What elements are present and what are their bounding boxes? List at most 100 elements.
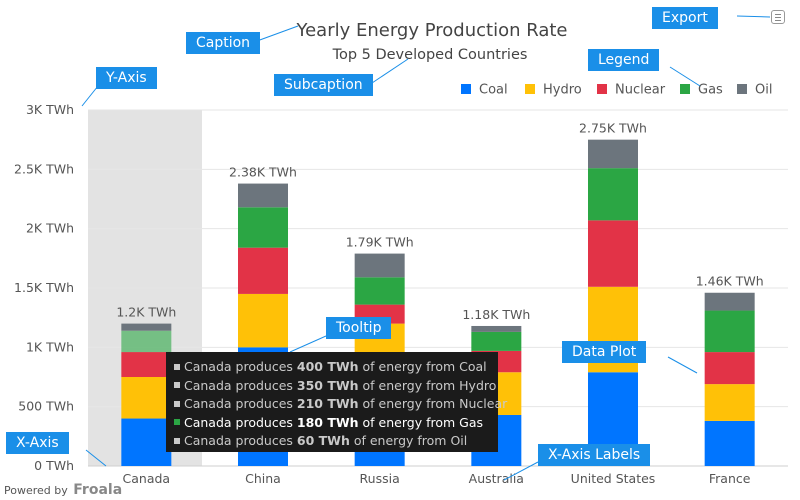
bar-segment[interactable] (121, 352, 172, 377)
bar-segment[interactable] (471, 325, 522, 332)
tooltip-marker (174, 419, 180, 426)
tooltip-value: 350 TWh (296, 377, 359, 393)
legend-swatch (461, 84, 471, 94)
callout-tooltip: Tooltip (326, 317, 392, 339)
total-value-label: 2.38K TWh (229, 165, 297, 180)
tooltip-value: 400 TWh (296, 359, 359, 374)
x-axis-labels-connector (503, 461, 539, 481)
callout-x-axis: X-Axis (6, 432, 69, 454)
tooltip-text: of energy from Hydro (358, 377, 497, 393)
bar-segment[interactable] (704, 420, 755, 466)
bar-segment[interactable] (588, 139, 638, 169)
y-tick-label: 500 TWh (18, 399, 74, 414)
tooltip: Canada produces 400 TWh of energy from C… (166, 352, 507, 452)
y-tick-label: 2K TWh (26, 221, 74, 236)
tooltip-marker (174, 400, 180, 407)
tooltip-text: Canada produces (184, 377, 297, 393)
x-tick-label: Canada (123, 471, 171, 486)
x-tick-label: China (245, 471, 281, 486)
tooltip-line: Canada produces 60 TWh of energy from Oi… (174, 432, 490, 451)
callout-legend: Legend (588, 49, 660, 71)
export-menu-icon[interactable] (771, 10, 785, 24)
total-value-label: 1.18K TWh (462, 307, 530, 322)
legend: Coal Hydro Nuclear Gas Oil (461, 83, 772, 98)
bar-segment[interactable] (121, 323, 172, 331)
callout-connectors (81, 15, 771, 481)
tooltip-text: Canada produces (184, 396, 297, 412)
bar-segment[interactable] (354, 277, 405, 305)
bar-segment[interactable] (354, 253, 405, 278)
tooltip-line: Canada produces 210 TWh of energy from N… (174, 395, 507, 414)
export-connector (736, 15, 771, 18)
tooltip-text: Canada produces (184, 359, 297, 374)
bar-segment[interactable] (238, 293, 288, 348)
total-value-label: 1.2K TWh (116, 305, 176, 320)
data-plot-connector (667, 356, 698, 374)
bar-segment[interactable] (471, 331, 522, 351)
y-axis-connector (81, 85, 99, 107)
subcaption-connector (371, 58, 409, 84)
x-axis-connector (85, 449, 107, 467)
x-axis-labels: Canada China Russia Australia United States F… (123, 471, 751, 486)
total-labels: 1.2K TWh 2.38K TWh 1.79K TWh 1.18K TWh 2.75K… (116, 121, 763, 322)
callout-y-axis: Y-Axis (96, 67, 157, 89)
tooltip-text: Canada produces (184, 414, 297, 430)
legend-item-label[interactable]: Hydro (543, 83, 582, 98)
bar-segment[interactable] (238, 207, 288, 248)
legend-swatch (525, 84, 535, 94)
caption-connector (256, 25, 299, 42)
bar-segment[interactable] (704, 384, 755, 421)
bar-segment[interactable] (121, 330, 172, 353)
total-value-label: 2.75K TWh (579, 121, 647, 136)
legend-connector (669, 66, 701, 87)
y-tick-label: 3K TWh (26, 102, 74, 117)
bar-segment[interactable] (588, 168, 638, 221)
bar-segment[interactable] (238, 183, 288, 208)
legend-item-label[interactable]: Gas (698, 83, 723, 98)
bar-segment[interactable] (121, 377, 172, 419)
y-tick-label: 1K TWh (26, 339, 74, 354)
legend-swatch (680, 84, 690, 94)
callout-subcaption: Subcaption (274, 74, 373, 96)
y-tick-label: 2.5K TWh (14, 161, 74, 176)
legend-swatch (737, 84, 747, 94)
callout-caption: Caption (186, 32, 261, 54)
tooltip-text: of energy from Gas (358, 414, 484, 430)
bar-segment[interactable] (238, 247, 288, 294)
callout-data-plot: Data Plot (562, 341, 647, 363)
tooltip-connector (289, 335, 327, 353)
bar-segment[interactable] (588, 220, 638, 287)
callout-export: Export (652, 7, 718, 29)
tooltip-marker (174, 382, 180, 389)
x-tick-label: Russia (360, 471, 400, 486)
bar-segment[interactable] (704, 352, 755, 385)
bar-segment[interactable] (121, 418, 172, 466)
tooltip-value: 210 TWh (296, 396, 359, 412)
chart-subtitle: Top 5 Developed Countries (332, 47, 528, 63)
bar-segment[interactable] (704, 310, 755, 353)
chart-title: Yearly Energy Production Rate (296, 20, 568, 41)
brand-logo: Froala (73, 482, 123, 498)
legend-item-label[interactable]: Oil (755, 83, 772, 98)
callout-x-axis-labels: X-Axis Labels (538, 444, 651, 466)
y-axis-ticks: 0 TWh 500 TWh 1K TWh 1.5K TWh 2K TWh 2.5K TWh… (14, 102, 74, 473)
total-value-label: 1.79K TWh (346, 235, 414, 250)
x-tick-label: United States (571, 471, 656, 486)
legend-swatch (597, 84, 607, 94)
tooltip-value: 60 TWh (296, 433, 350, 449)
tooltip-line: Canada produces 180 TWh of energy from G… (174, 414, 490, 433)
bar-segment[interactable] (704, 292, 755, 311)
tooltip-line: Canada produces 400 TWh of energy from C… (174, 358, 490, 377)
x-tick-label: France (709, 471, 751, 486)
powered-by[interactable]: Powered by Froala (4, 482, 122, 498)
legend-item-label[interactable]: Coal (479, 83, 508, 98)
tooltip-marker (174, 363, 180, 370)
tooltip-value: 180 TWh (296, 414, 359, 430)
total-value-label: 1.46K TWh (696, 274, 764, 289)
y-tick-label: 1.5K TWh (14, 280, 74, 295)
tooltip-text: of energy from Oil (349, 433, 468, 449)
tooltip-text: Canada produces (184, 433, 297, 449)
tooltip-text: of energy from Coal (358, 359, 487, 374)
legend-item-label[interactable]: Nuclear (615, 83, 666, 98)
tooltip-line: Canada produces 350 TWh of energy from H… (174, 377, 496, 396)
